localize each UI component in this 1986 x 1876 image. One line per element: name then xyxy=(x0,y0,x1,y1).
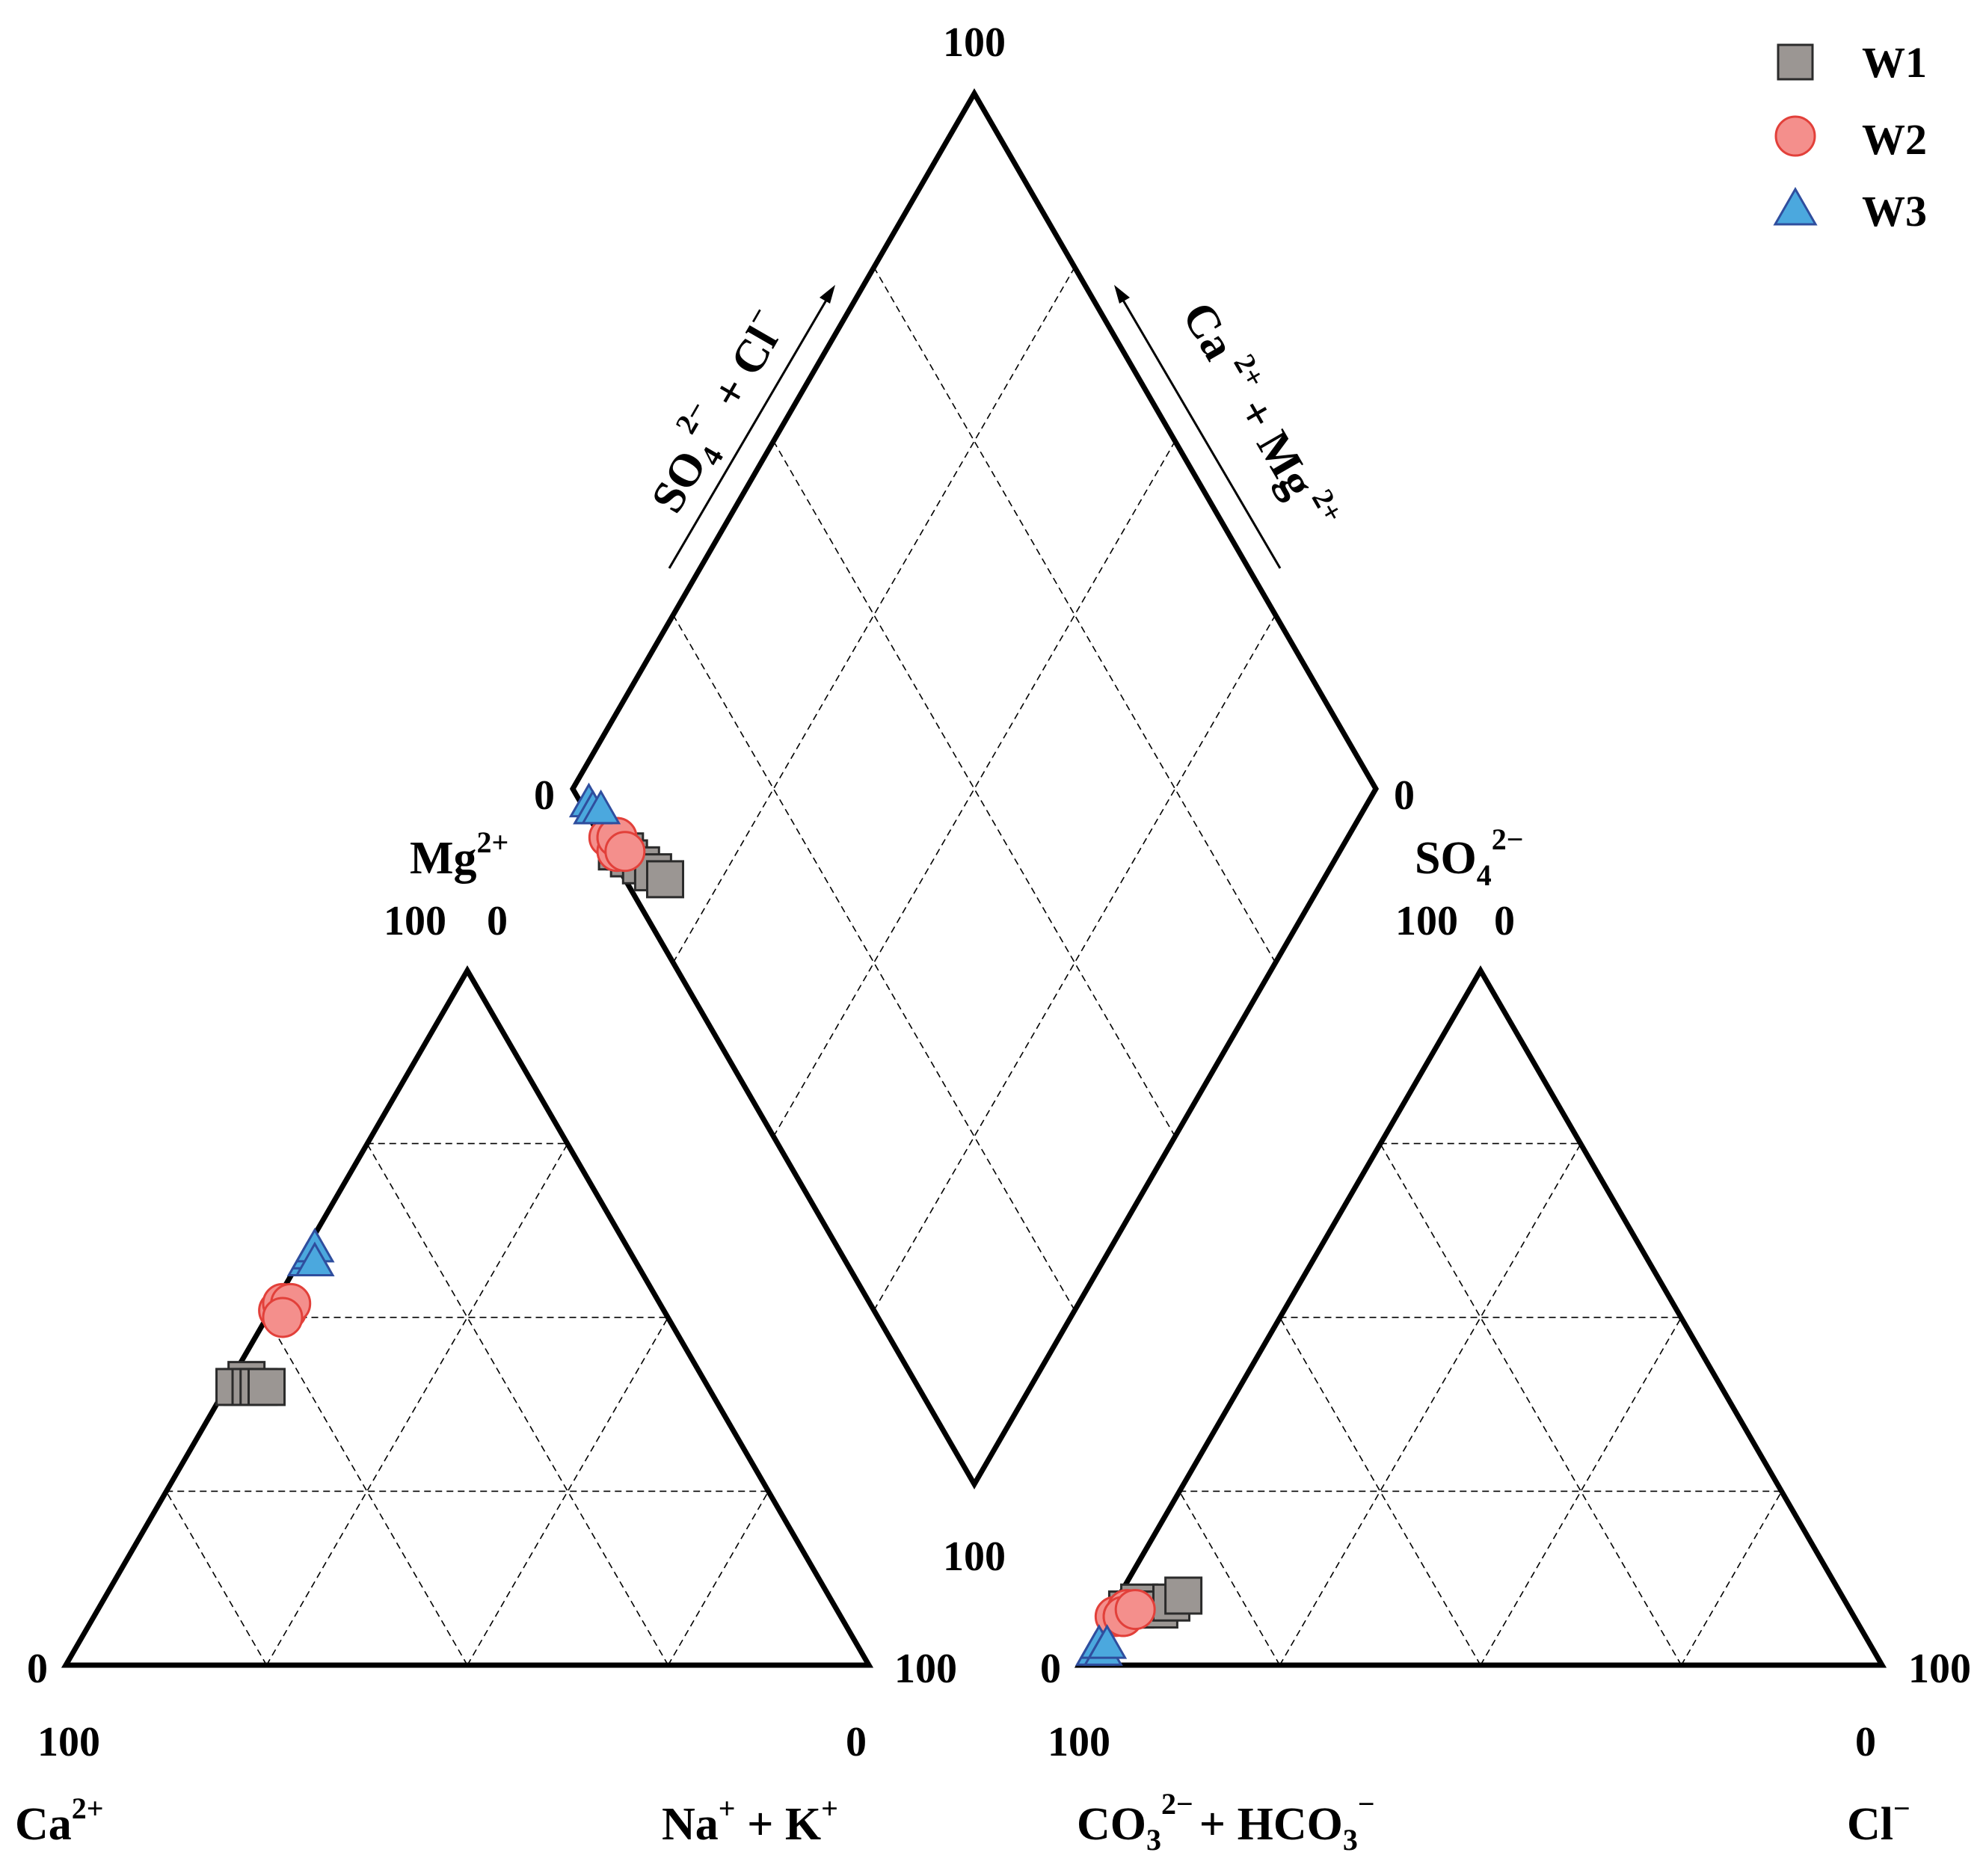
diamond-point-w1 xyxy=(646,860,685,899)
anion-grid-line xyxy=(1279,1143,1581,1666)
diamond-left-tick: 0 xyxy=(534,772,555,819)
legend-marker-w3 xyxy=(1773,186,1818,226)
anion-chloride-title: Cl− xyxy=(1847,1792,1910,1850)
legend-label-w2: W2 xyxy=(1862,115,1927,164)
cation-point-w3 xyxy=(295,1241,335,1277)
legend-label-w3: W3 xyxy=(1862,187,1927,236)
diamond-point-w2 xyxy=(604,831,646,873)
anion-apex-tick-100: 100 xyxy=(1395,898,1458,944)
diamond-left-arrow xyxy=(668,285,835,569)
anion-under-left-tick: 100 xyxy=(1048,1719,1110,1765)
anion-top-title: SO42− xyxy=(1415,822,1524,892)
anion-left-zero-tick: 0 xyxy=(1040,1646,1061,1692)
diamond-right-tick: 0 xyxy=(1394,772,1415,819)
anion-left-above-tick: 100 xyxy=(943,1534,1006,1580)
diamond-grid-line xyxy=(772,440,1176,1137)
anion-carbonate-title: CO32− + HCO3− xyxy=(1077,1787,1375,1857)
anion-point-w1 xyxy=(1164,1576,1203,1615)
diamond-left-axis-title: SO42− + Cl− xyxy=(630,297,803,524)
cation-apex-tick-100: 100 xyxy=(384,898,446,944)
diamond-grid-line xyxy=(873,267,1276,963)
legend: W1 W2 W3 xyxy=(1773,38,1927,236)
cation-grid-line xyxy=(165,1491,268,1666)
anion-triangle-frame xyxy=(1074,965,1887,1668)
diamond-right-axis-title: Ca2+ + Mg2+ xyxy=(1172,290,1350,541)
diamond-frame xyxy=(569,88,1380,1489)
cation-right-hundred-tick: 100 xyxy=(894,1646,957,1692)
grid-lines xyxy=(165,267,1783,1666)
cation-under-right-tick: 0 xyxy=(846,1719,867,1765)
diamond-top-tick: 100 xyxy=(943,19,1006,66)
legend-marker-w2 xyxy=(1774,115,1816,157)
legend-label-w1: W1 xyxy=(1862,38,1927,87)
cation-left-zero-tick: 0 xyxy=(27,1646,48,1692)
cation-apex-tick-0: 0 xyxy=(487,898,508,944)
anion-right-hundred-tick: 100 xyxy=(1908,1646,1971,1692)
diamond-right-arrow xyxy=(1114,285,1282,569)
cation-point-w2 xyxy=(262,1297,304,1338)
anion-grid-line xyxy=(1680,1491,1783,1666)
diamond-grid-line xyxy=(873,615,1276,1311)
diamond-grid-line xyxy=(772,440,1176,1137)
anion-grid-line xyxy=(1380,1143,1682,1666)
cation-nak-title: Na+ + K+ xyxy=(662,1792,838,1850)
cation-point-w1 xyxy=(248,1368,286,1406)
cation-top-title: Mg2+ xyxy=(410,825,508,884)
anion-point-w3 xyxy=(1087,1624,1128,1659)
anion-point-w2 xyxy=(1114,1589,1156,1631)
cation-grid-line xyxy=(366,1143,669,1666)
cation-grid-line xyxy=(667,1491,769,1666)
legend-marker-w1 xyxy=(1777,43,1814,81)
anion-under-right-tick: 0 xyxy=(1855,1719,1876,1765)
cation-triangle-frame xyxy=(61,965,874,1668)
anion-apex-tick-0: 0 xyxy=(1494,898,1515,944)
diamond-point-w3 xyxy=(581,789,621,825)
diamond-grid-line xyxy=(672,615,1075,1311)
cation-ca-title: Ca2+ xyxy=(15,1792,104,1850)
cation-grid-line xyxy=(265,1143,568,1666)
sample-points xyxy=(215,782,1203,1666)
cation-under-left-tick: 100 xyxy=(37,1719,100,1765)
